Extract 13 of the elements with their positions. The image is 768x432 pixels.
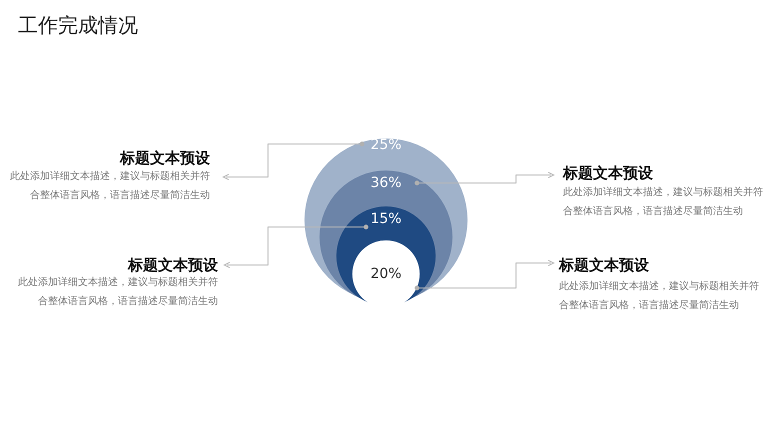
category-label: 标题文本预设 [119, 149, 211, 167]
text: 此处添加详细文本描述，建议与标题相关并符合整体语言风格，语言描述尽量简洁生动 [18, 276, 218, 307]
category-label: 标题文本预设 [562, 164, 654, 182]
text: 此处添加详细文本描述，建议与标题相关并符合整体语言风格，语言描述尽量简洁生动 [10, 170, 210, 201]
data-label: 20% [370, 266, 402, 282]
category-label: 标题文本预设 [127, 256, 219, 274]
data-label: 15% [370, 211, 402, 227]
text: 工作完成情况 [18, 13, 138, 37]
data-label: 25% [370, 137, 402, 153]
category-label: 标题文本预设 [558, 256, 650, 274]
data-label: 36% [370, 175, 402, 191]
text: 此处添加详细文本描述，建议与标题相关并符合整体语言风格，语言描述尽量简洁生动 [559, 280, 759, 311]
text: 此处添加详细文本描述，建议与标题相关并符合整体语言风格，语言描述尽量简洁生动 [563, 186, 763, 217]
